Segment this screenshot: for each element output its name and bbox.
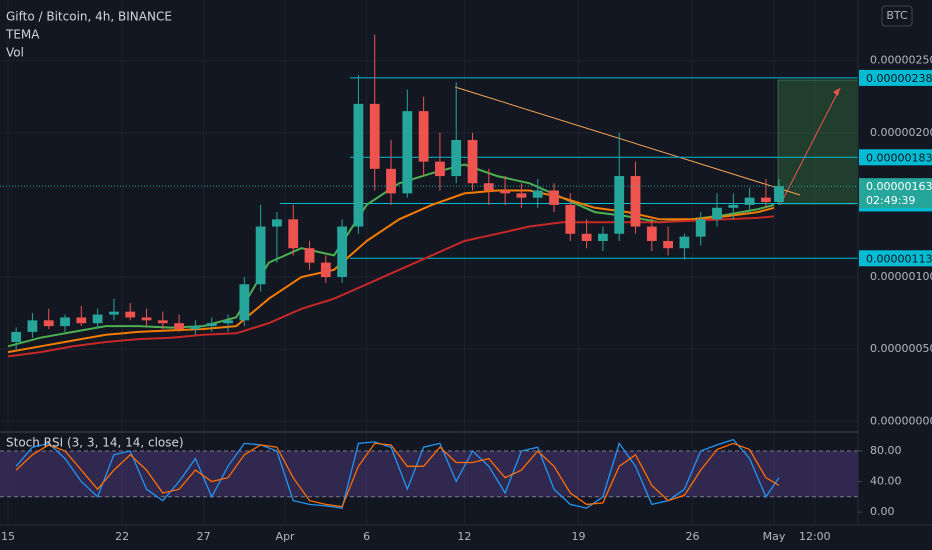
x-tick-label: Apr	[276, 530, 296, 543]
stoch-title: Stoch RSI (3, 3, 14, 14, close)	[6, 436, 184, 450]
plot	[0, 34, 858, 509]
candle-body	[774, 186, 784, 203]
axes: 15 22 27 Apr 6 12 19 26 May 12:00 0.00000250 0.0000…	[1, 54, 932, 543]
candle-body	[272, 219, 282, 227]
candle-body	[11, 331, 22, 342]
candle-body	[174, 323, 185, 329]
candle-body	[435, 161, 445, 177]
x-tick-label: 6	[363, 530, 370, 543]
candle-body	[402, 111, 413, 194]
candle-body	[386, 168, 396, 194]
level-label: 0.00000238	[866, 72, 932, 85]
candle-body	[239, 284, 250, 321]
candle-body	[76, 317, 87, 324]
candle-body	[516, 193, 527, 198]
candle-body	[679, 236, 690, 249]
currency-box[interactable]	[881, 5, 913, 27]
y-tick-label: 0.00000200	[870, 126, 932, 139]
candle-body	[190, 326, 201, 329]
level-label: 0.00000113	[866, 252, 932, 265]
stoch-band	[0, 451, 858, 497]
y-tick-label: 0.00000000	[870, 414, 932, 427]
candle-body	[109, 311, 119, 315]
candle-body	[630, 176, 641, 227]
x-tick-label: 26	[686, 530, 700, 543]
candle-body	[60, 317, 70, 327]
candle-body	[337, 226, 348, 278]
last-price-label: 0.00000163	[866, 180, 932, 193]
level-label-box	[859, 149, 932, 166]
x-tick-label: 22	[115, 530, 129, 543]
candle-body	[451, 139, 462, 177]
x-tick-label: 12:00	[799, 530, 831, 543]
candle-body	[614, 176, 625, 234]
grid	[0, 0, 858, 525]
arrow-head	[833, 88, 840, 96]
candle-body	[663, 240, 674, 249]
candle-body	[92, 314, 103, 324]
candle-body	[157, 320, 168, 324]
y-tick-label: 0.00000050	[870, 342, 932, 355]
candle-body	[549, 190, 559, 205]
candle-body	[418, 111, 429, 162]
candle-body	[288, 219, 299, 249]
stoch-line	[15, 438, 780, 509]
candle-body	[483, 183, 494, 191]
candle-body	[761, 197, 771, 203]
moving-average	[7, 189, 775, 354]
y-tick-label: 0.00000100	[870, 270, 932, 283]
candle-body	[581, 233, 592, 241]
candle-body	[467, 139, 478, 184]
stoch-tick-label: 40.00	[870, 475, 902, 488]
candle-body	[712, 207, 722, 220]
candle-body	[598, 233, 608, 241]
candle-body	[353, 103, 364, 227]
countdown-label: 02:49:39	[866, 194, 915, 207]
x-tick-label: 19	[571, 530, 585, 543]
candle-body	[695, 219, 706, 237]
trend-line	[454, 86, 801, 196]
candle-body	[141, 317, 152, 321]
x-tick-label: 27	[197, 530, 211, 543]
level-label: 0.00000183	[866, 151, 932, 164]
indicator-label: TEMA	[5, 28, 40, 42]
stoch-line	[15, 442, 780, 508]
stoch-tick-label: 80.00	[870, 444, 902, 457]
candle-body	[223, 320, 233, 324]
chart-title: Gifto / Bitcoin, 4h, BINANCE	[6, 10, 172, 24]
candle-body	[206, 323, 217, 327]
level-label-box	[859, 250, 932, 267]
level-label-box	[859, 69, 932, 86]
last-price-box	[859, 178, 932, 209]
y-tick-label: 0.00000250	[870, 54, 932, 67]
stoch-tick-label: 0.00	[870, 505, 895, 518]
candle-body	[744, 197, 755, 205]
candle-body	[304, 248, 315, 263]
candle-body	[255, 226, 266, 285]
candle-body	[728, 204, 739, 208]
candle-body	[369, 103, 380, 169]
moving-average	[7, 215, 775, 358]
candle-body	[500, 190, 511, 194]
candle-body	[43, 320, 54, 327]
x-tick-label: 12	[457, 530, 471, 543]
indicator-label: Vol	[6, 46, 24, 60]
candle-body	[532, 190, 543, 198]
candle-body	[320, 262, 331, 278]
target-arrow	[779, 87, 841, 206]
candle-body	[27, 320, 38, 332]
x-tick-label: 15	[1, 530, 15, 543]
x-tick-label: May	[763, 530, 786, 543]
candle-body	[646, 226, 657, 241]
candle-body	[565, 204, 576, 234]
currency-label[interactable]: BTC	[886, 9, 908, 22]
candle-body	[125, 311, 136, 318]
